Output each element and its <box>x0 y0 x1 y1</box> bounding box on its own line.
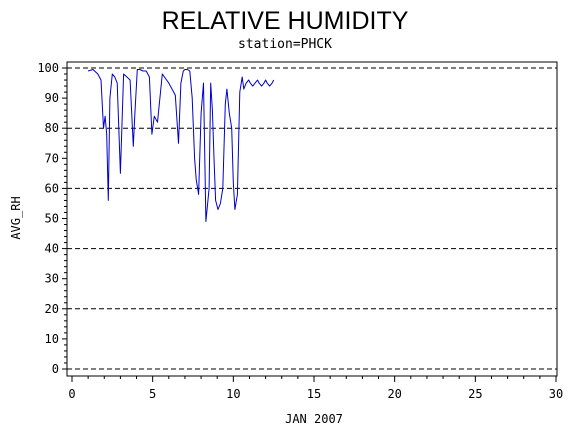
y-tick-label-40: 40 <box>45 242 59 256</box>
y-tick-label-30: 30 <box>45 272 59 286</box>
y-tick-label-20: 20 <box>45 302 59 316</box>
x-tick-label-30: 30 <box>549 387 563 401</box>
chart-title: RELATIVE HUMIDITY <box>162 7 409 35</box>
x-tick-label-25: 25 <box>468 387 482 401</box>
grid-layer <box>67 67 557 370</box>
x-tick-label-10: 10 <box>226 387 240 401</box>
plot-frame <box>66 61 558 377</box>
x-tick-label-0: 0 <box>68 387 75 401</box>
y-axis-label: AVG_RH <box>9 196 23 239</box>
y-tick-label-90: 90 <box>45 91 59 105</box>
chart-subtitle: station=PHCK <box>238 37 332 52</box>
x-tick-label-20: 20 <box>387 387 401 401</box>
y-tick-label-50: 50 <box>45 212 59 226</box>
series-line-0 <box>87 69 275 222</box>
y-tick-label-10: 10 <box>45 332 59 346</box>
y-tick-label-0: 0 <box>52 362 59 376</box>
x-tick-label-5: 5 <box>149 387 156 401</box>
ticks-layer: 0 10 20 30 40 50 60 70 80 90 100 0 5 10 15 20 25 30 <box>37 61 563 401</box>
series-layer <box>87 69 275 222</box>
x-axis-label: JAN 2007 <box>285 412 343 426</box>
y-tick-label-60: 60 <box>45 181 59 195</box>
y-tick-label-100: 100 <box>37 61 59 75</box>
y-tick-label-80: 80 <box>45 121 59 135</box>
y-tick-label-70: 70 <box>45 151 59 165</box>
x-tick-label-15: 15 <box>307 387 321 401</box>
